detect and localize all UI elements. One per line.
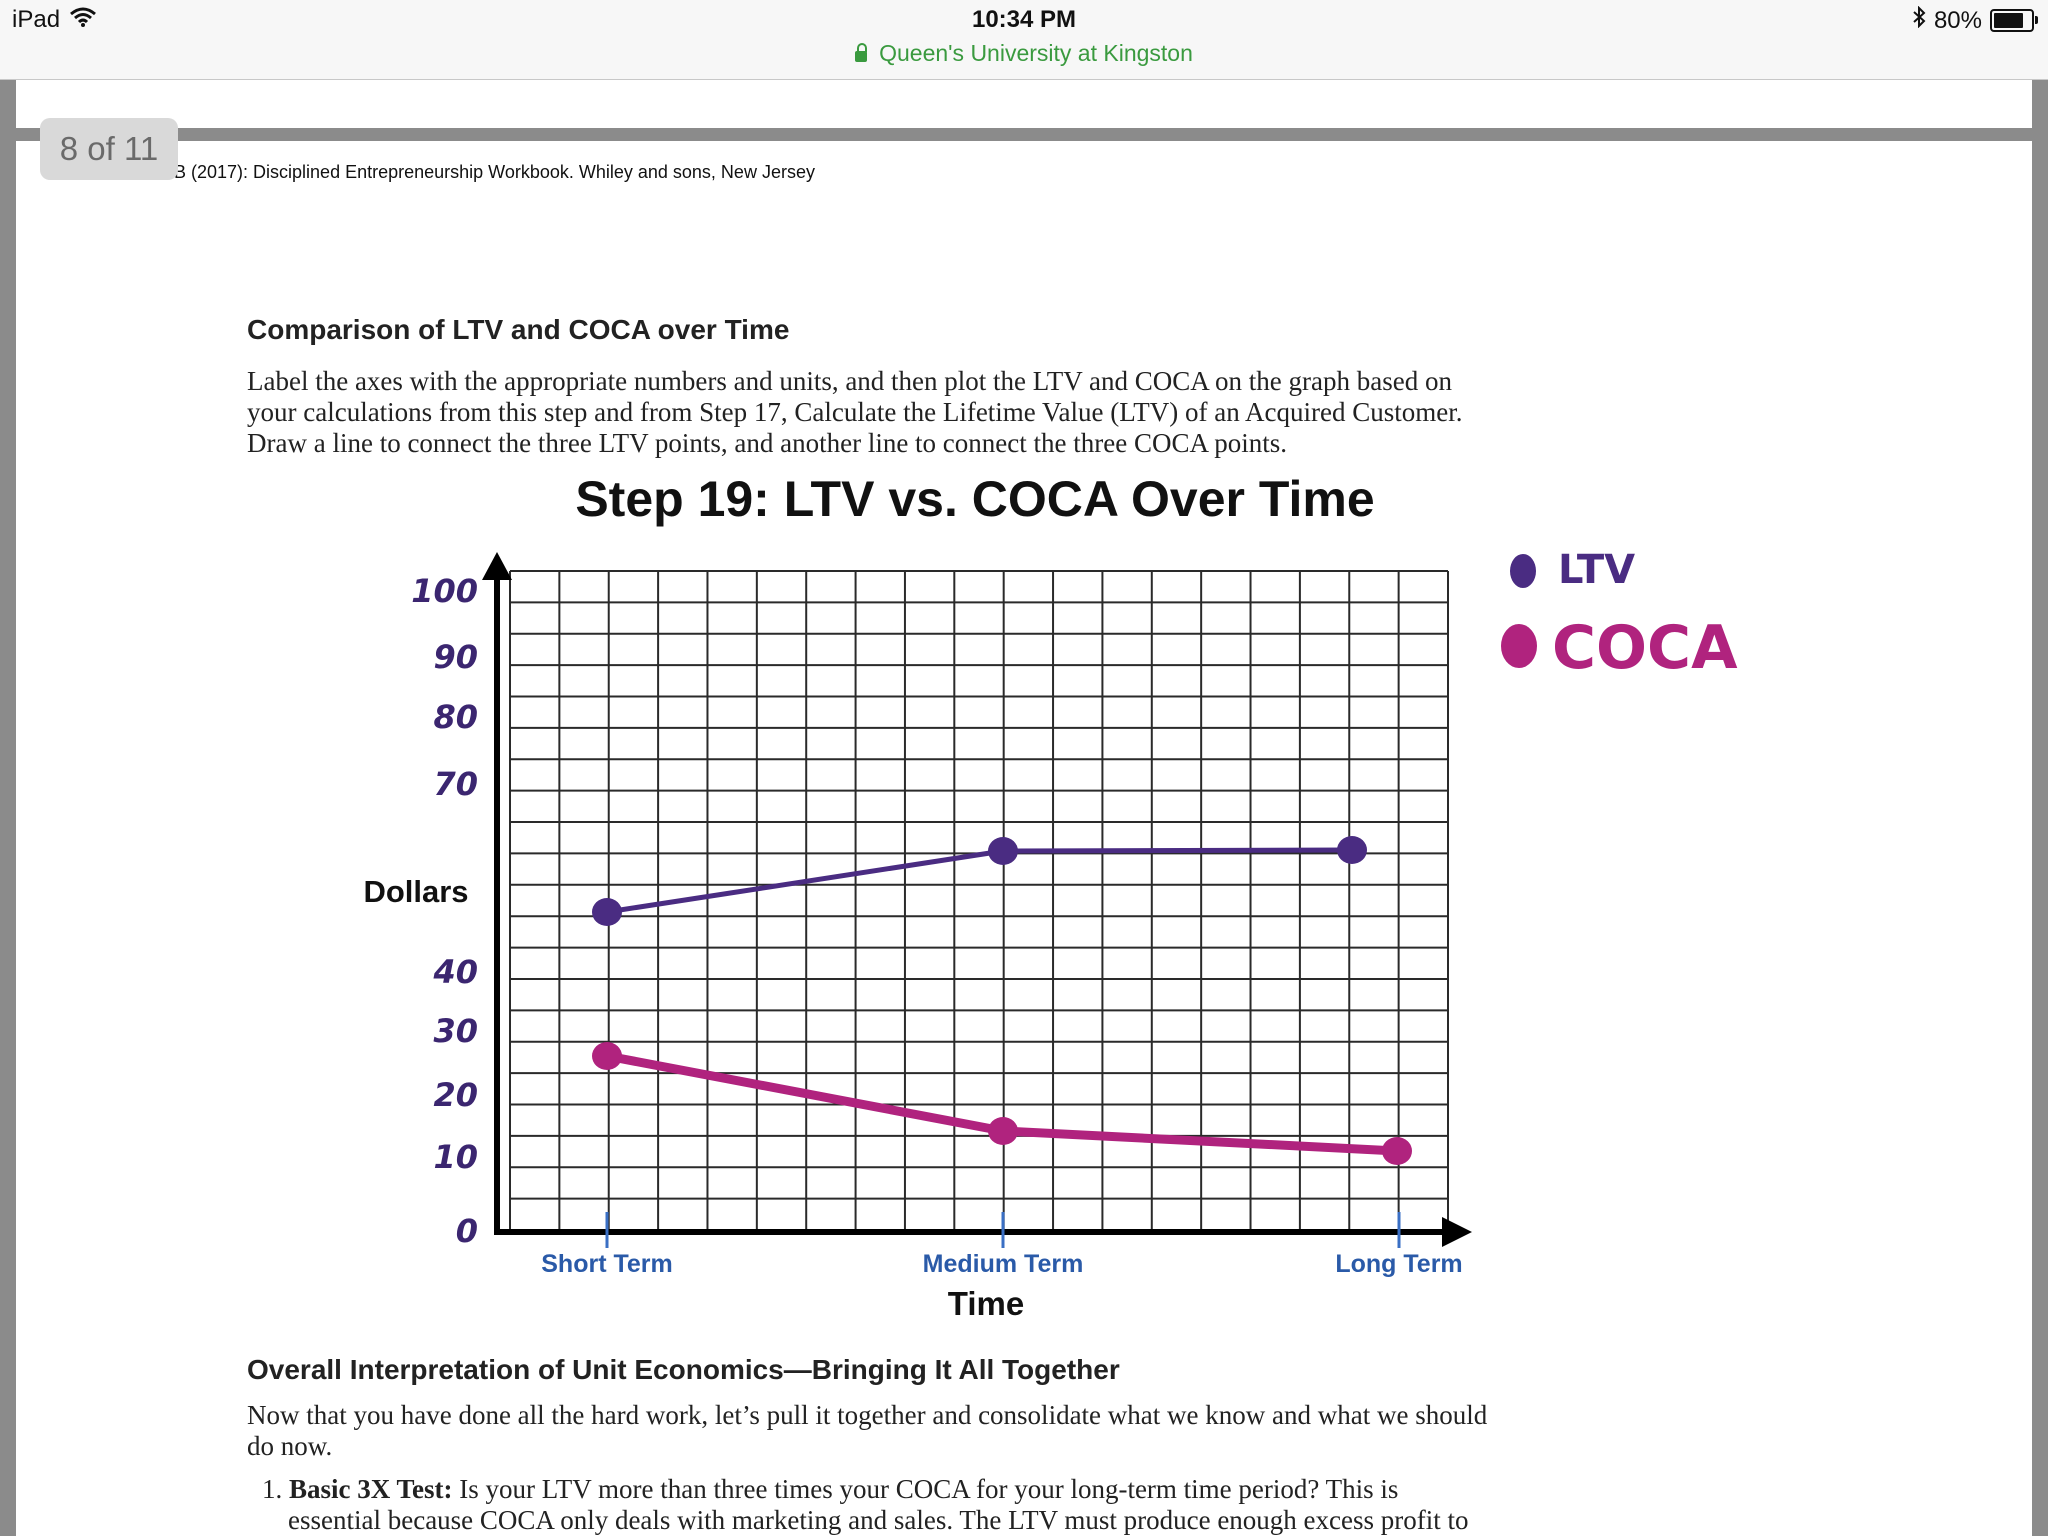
section-heading-interpretation: Overall Interpretation of Unit Economics…: [247, 1354, 1120, 1385]
data-point-ltv: [1337, 836, 1367, 864]
y-tick-label: 0: [456, 1212, 478, 1250]
legend-swatch-ltv: [1510, 554, 1536, 588]
y-tick-label: 20: [433, 1076, 478, 1114]
instruction-line: your calculations from this step and fro…: [247, 397, 1463, 427]
x-tick-label: Short Term: [541, 1250, 673, 1278]
x-tick-label: Long Term: [1335, 1250, 1462, 1278]
list-item-basic-3x-test: 1. Basic 3X Test: Is your LTV more than …: [262, 1474, 1582, 1536]
series-line-ltv: [604, 847, 1355, 915]
y-axis-label: Dollars: [363, 874, 468, 909]
y-tick-label: 100: [411, 572, 478, 610]
list-item-text: essential because COCA only deals with m…: [288, 1505, 1469, 1535]
battery-icon: [1990, 9, 2038, 32]
y-tick-label: 40: [432, 953, 478, 991]
status-left: iPad: [12, 6, 97, 34]
chart-axes: [482, 552, 1472, 1247]
lock-icon: [855, 43, 868, 62]
previous-page-edge: [16, 80, 2032, 128]
x-axis-arrow: [1442, 1217, 1472, 1247]
section-heading-comparison: Comparison of LTV and COCA over Time: [247, 314, 790, 345]
interpretation-line: Now that you have done all the hard work…: [247, 1400, 1488, 1430]
y-tick-label: 10: [433, 1138, 478, 1176]
x-tick-label: Medium Term: [923, 1250, 1084, 1278]
site-name: Queen's University at Kingston: [879, 40, 1193, 66]
list-item-label: Basic 3X Test:: [289, 1474, 453, 1504]
bluetooth-icon: [1912, 5, 1926, 35]
document-page[interactable]: [16, 141, 2032, 1536]
y-axis-arrow: [482, 552, 512, 580]
legend-swatch-coca: [1501, 624, 1537, 668]
data-point-ltv: [988, 837, 1018, 865]
y-tick-label: 30: [433, 1012, 478, 1050]
list-number: 1.: [262, 1474, 283, 1504]
handwritten-legend: LTV COCA: [1501, 547, 1738, 683]
data-point-ltv: [592, 898, 622, 926]
list-item-text: Is your LTV more than three times your C…: [452, 1474, 1399, 1504]
data-point-coca: [592, 1042, 622, 1070]
y-tick-label: 70: [433, 765, 478, 803]
page-separator: [16, 128, 2032, 141]
instruction-line: Label the axes with the appropriate numb…: [247, 366, 1452, 396]
chart-grid: [509, 570, 1449, 1231]
x-category-labels: Short Term Medium Term Long Term: [541, 1212, 1463, 1278]
legend-label-coca: COCA: [1552, 613, 1738, 683]
site-label[interactable]: Queen's University at Kingston: [0, 40, 2048, 67]
device-label: iPad: [12, 6, 61, 33]
clock: 10:34 PM: [971, 6, 1077, 33]
status-bar: iPad 10:34 PM Queen's University at King…: [0, 0, 2048, 80]
instruction-line: Draw a line to connect the three LTV poi…: [247, 428, 1287, 458]
y-tick-label: 80: [433, 698, 478, 736]
battery-percent: 80%: [1933, 6, 1982, 34]
data-point-coca: [1382, 1137, 1412, 1165]
page-indicator: 8 of 11: [40, 118, 178, 180]
section-interpretation-text: Now that you have done all the hard work…: [247, 1400, 1597, 1462]
data-point-coca: [988, 1117, 1018, 1145]
citation-text: B (2017): Disciplined Entrepreneurship W…: [174, 162, 815, 182]
viewer-frame-right: [2032, 80, 2048, 1536]
x-axis-label: Time: [948, 1285, 1024, 1322]
status-right: 80%: [1912, 5, 2038, 35]
chart-title: Step 19: LTV vs. COCA Over Time: [575, 471, 1375, 527]
chart-series: [592, 836, 1412, 1165]
legend-label-ltv: LTV: [1558, 547, 1635, 593]
viewer-frame-left: [0, 80, 16, 1536]
section-instructions: Label the axes with the appropriate numb…: [247, 366, 1597, 459]
battery-fill: [1994, 13, 2023, 28]
interpretation-line: do now.: [247, 1431, 333, 1461]
wifi-icon: [70, 6, 97, 34]
y-tick-label: 90: [433, 638, 478, 676]
